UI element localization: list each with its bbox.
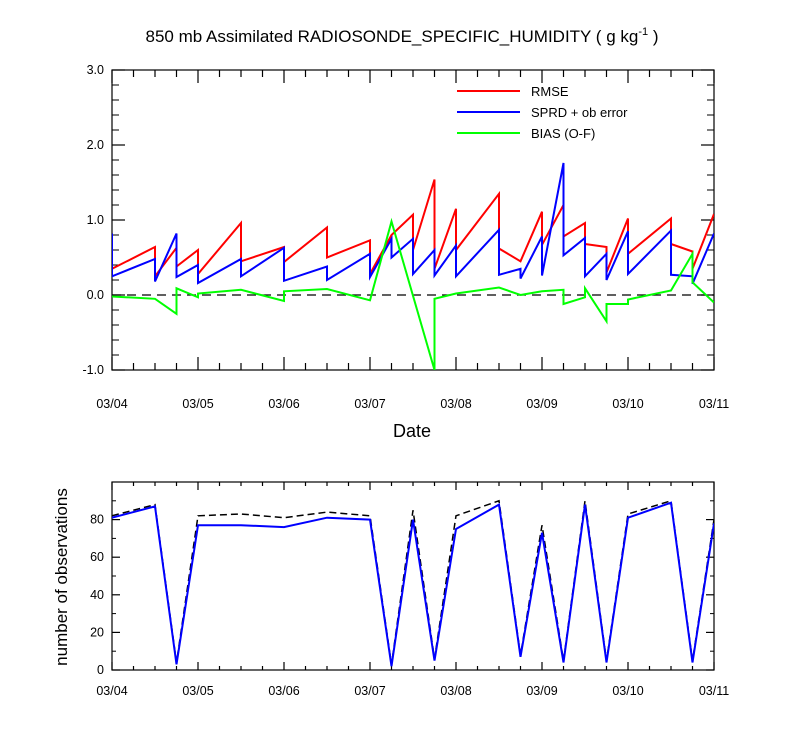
top-series-sprd-ob-error-line [112, 162, 714, 285]
bottom-y-tick-label: 0 [97, 663, 104, 677]
top-x-tick-label: 03/08 [440, 397, 471, 411]
x-axis-title: Date [393, 421, 431, 441]
bottom-y-tick-label: 60 [90, 550, 104, 564]
top-y-tick-label: 2.0 [87, 138, 104, 152]
bottom-series-assimilated-line [112, 501, 714, 667]
y-axis-title-observations: number of observations [52, 488, 71, 666]
chart-title-exponent: -1 [638, 26, 648, 38]
bottom-x-tick-label: 03/09 [526, 684, 557, 698]
top-x-tick-label: 03/05 [182, 397, 213, 411]
top-y-tick-label: -1.0 [82, 363, 104, 377]
bottom-x-tick-label: 03/05 [182, 684, 213, 698]
top-series-bias-o-f-line [112, 217, 714, 370]
top-x-tick-label: 03/06 [268, 397, 299, 411]
bottom-plot-panel: 03/04 03/05 03/06 03/07 03/08 03/09 03/10 03/11… [90, 481, 729, 698]
top-x-tick-label: 03/10 [612, 397, 643, 411]
top-y-tick-label: 3.0 [87, 63, 104, 77]
top-plot-panel: 03/04 03/05 03/06 03/07 03/08 03/09 03/10 03/11… [82, 63, 729, 411]
bottom-x-tick-label: 03/10 [612, 684, 643, 698]
chart-title: 850 mb Assimilated RADIOSONDE_SPECIFIC_H… [146, 26, 659, 46]
legend: RMSE SPRD + ob error BIAS (O-F) [457, 84, 628, 141]
legend-label-rmse: RMSE [531, 84, 569, 99]
top-x-tick-label: 03/09 [526, 397, 557, 411]
bottom-x-tick-label: 03/07 [354, 684, 385, 698]
bottom-x-tick-label: 03/08 [440, 684, 471, 698]
bottom-x-tick-label: 03/06 [268, 684, 299, 698]
chart-title-main: 850 mb Assimilated RADIOSONDE_SPECIFIC_H… [146, 27, 639, 46]
bottom-y-tick-label: 40 [90, 588, 104, 602]
bottom-y-tick-label: 80 [90, 513, 104, 527]
top-y-tick-label: 1.0 [87, 213, 104, 227]
chart-title-close: ) [648, 27, 658, 46]
bottom-x-tick-label: 03/04 [96, 684, 127, 698]
top-x-tick-label: 03/11 [699, 397, 729, 411]
top-x-tick-label: 03/07 [354, 397, 385, 411]
top-y-tick-label: 0.0 [87, 288, 104, 302]
legend-label-bias: BIAS (O-F) [531, 126, 595, 141]
legend-label-sprd: SPRD + ob error [531, 105, 628, 120]
top-x-tick-label: 03/04 [96, 397, 127, 411]
bottom-y-tick-label: 20 [90, 625, 104, 639]
bottom-x-tick-label: 03/11 [699, 684, 729, 698]
